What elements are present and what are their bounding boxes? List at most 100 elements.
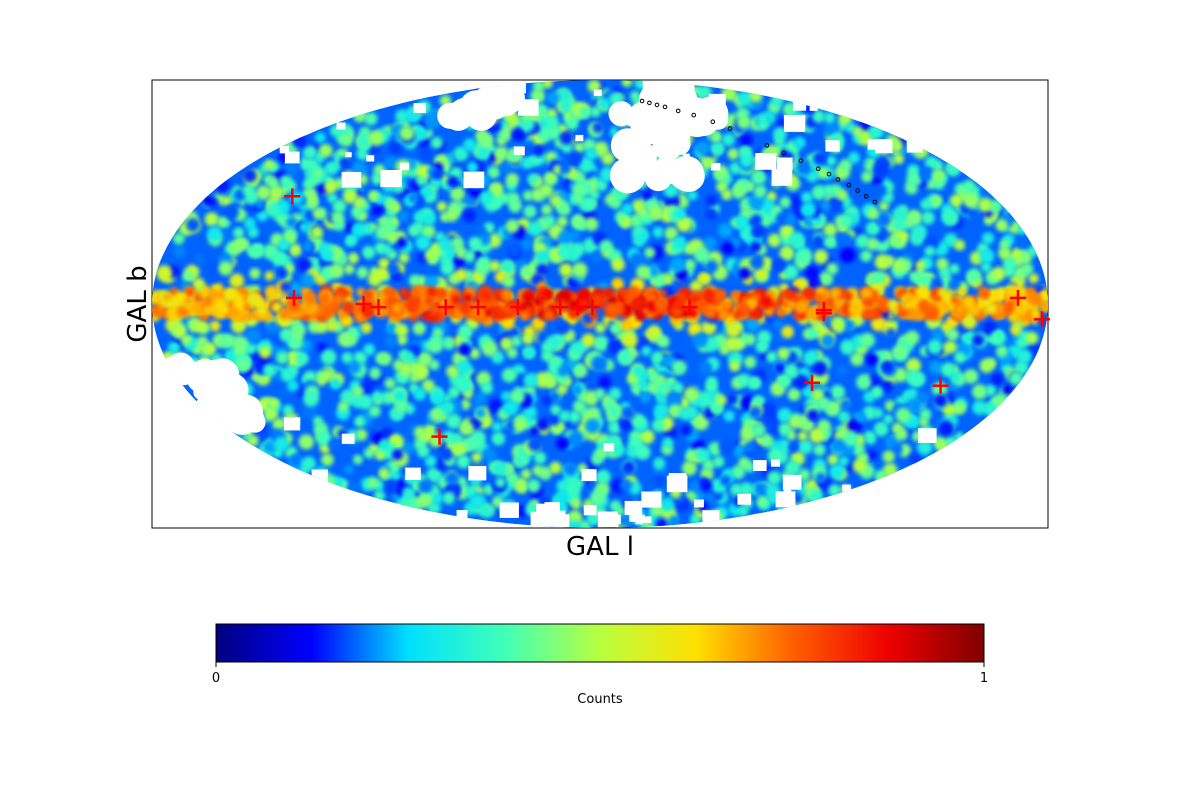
map-blob <box>570 498 582 510</box>
empty-gap <box>651 80 674 95</box>
map-blob <box>263 159 275 171</box>
map-blob <box>870 385 884 399</box>
map-blob <box>402 486 416 501</box>
map-blob <box>882 450 895 463</box>
map-blob <box>499 336 514 351</box>
map-blob <box>513 373 528 388</box>
map-blob <box>943 340 957 354</box>
map-blob <box>396 334 408 346</box>
map-blob <box>727 148 740 160</box>
plane-blob <box>861 288 872 300</box>
map-blob <box>826 236 838 248</box>
map-blob <box>731 184 746 199</box>
map-blob <box>482 484 494 496</box>
plane-blob <box>904 293 914 302</box>
map-blob <box>807 409 819 421</box>
plane-blob <box>950 295 961 305</box>
map-blob <box>462 209 476 223</box>
map-blob <box>662 437 674 448</box>
plane-blob <box>458 301 472 315</box>
map-blob <box>590 250 604 265</box>
map-blob <box>408 274 422 287</box>
map-blob <box>192 277 205 291</box>
map-blob <box>328 439 340 451</box>
map-blob <box>288 335 304 351</box>
map-blob <box>716 395 727 406</box>
exclusion-dot <box>872 199 878 205</box>
map-blob <box>593 141 609 157</box>
map-blob <box>818 271 834 286</box>
map-blob <box>571 181 587 197</box>
plane-blob <box>718 310 728 320</box>
empty-gap <box>642 80 656 92</box>
map-blob <box>489 260 501 272</box>
exclusion-dot <box>855 188 860 193</box>
map-blob <box>705 260 718 273</box>
map-blob <box>186 218 200 232</box>
map-blob <box>431 492 444 505</box>
map-blob <box>927 339 943 355</box>
plane-blob <box>1030 309 1039 318</box>
map-blob <box>173 245 186 258</box>
map-blob <box>453 146 469 162</box>
map-blob <box>821 334 835 348</box>
map-blob <box>726 322 742 338</box>
map-blob <box>949 194 964 209</box>
map-blob <box>460 399 471 410</box>
map-blob <box>267 176 280 189</box>
map-blob <box>654 402 670 418</box>
map-blob <box>449 186 466 202</box>
map-blob <box>750 377 762 389</box>
map-blob <box>420 185 434 200</box>
map-blob <box>953 401 966 415</box>
map-blob <box>539 183 554 198</box>
plane-blob <box>833 295 847 309</box>
map-blob <box>500 259 515 275</box>
plane-blob <box>383 287 394 298</box>
empty-gap <box>694 499 704 508</box>
map-blob <box>264 270 275 281</box>
map-blob <box>218 261 233 276</box>
map-blob <box>676 216 692 232</box>
map-blob <box>458 324 473 339</box>
map-blob <box>852 126 863 137</box>
exclusion-dot <box>727 126 733 131</box>
map-blob <box>388 141 403 155</box>
map-blob <box>911 223 927 240</box>
map-blob <box>617 349 633 365</box>
map-blob <box>440 448 453 461</box>
plane-blob <box>356 287 366 297</box>
map-blob <box>573 141 585 153</box>
map-blob <box>750 169 767 186</box>
empty-gap <box>497 83 506 90</box>
plane-blob <box>980 290 990 300</box>
map-blob <box>371 390 383 403</box>
map-blob <box>971 384 988 400</box>
map-blob <box>710 131 722 144</box>
map-blob <box>795 251 806 262</box>
plane-blob <box>176 306 189 318</box>
map-blob <box>836 364 848 376</box>
map-blob <box>919 408 932 421</box>
map-blob <box>286 162 298 174</box>
map-blob <box>445 471 459 486</box>
map-blob <box>507 472 519 484</box>
map-blob <box>383 219 397 233</box>
map-blob <box>781 325 794 339</box>
map-blob <box>385 200 396 211</box>
map-blob <box>378 468 390 479</box>
map-blob <box>712 455 725 468</box>
map-blob <box>929 360 943 375</box>
map-blob <box>300 273 315 288</box>
map-blob <box>653 474 665 486</box>
empty-region <box>490 87 520 117</box>
map-blob <box>999 239 1011 251</box>
map-blob <box>1010 324 1022 336</box>
empty-gap <box>544 502 560 515</box>
map-blob <box>413 387 427 401</box>
map-blob <box>931 168 946 183</box>
source-marker <box>1034 311 1050 328</box>
map-blob <box>557 384 568 395</box>
empty-gap <box>499 502 519 518</box>
plane-blob <box>829 287 841 299</box>
